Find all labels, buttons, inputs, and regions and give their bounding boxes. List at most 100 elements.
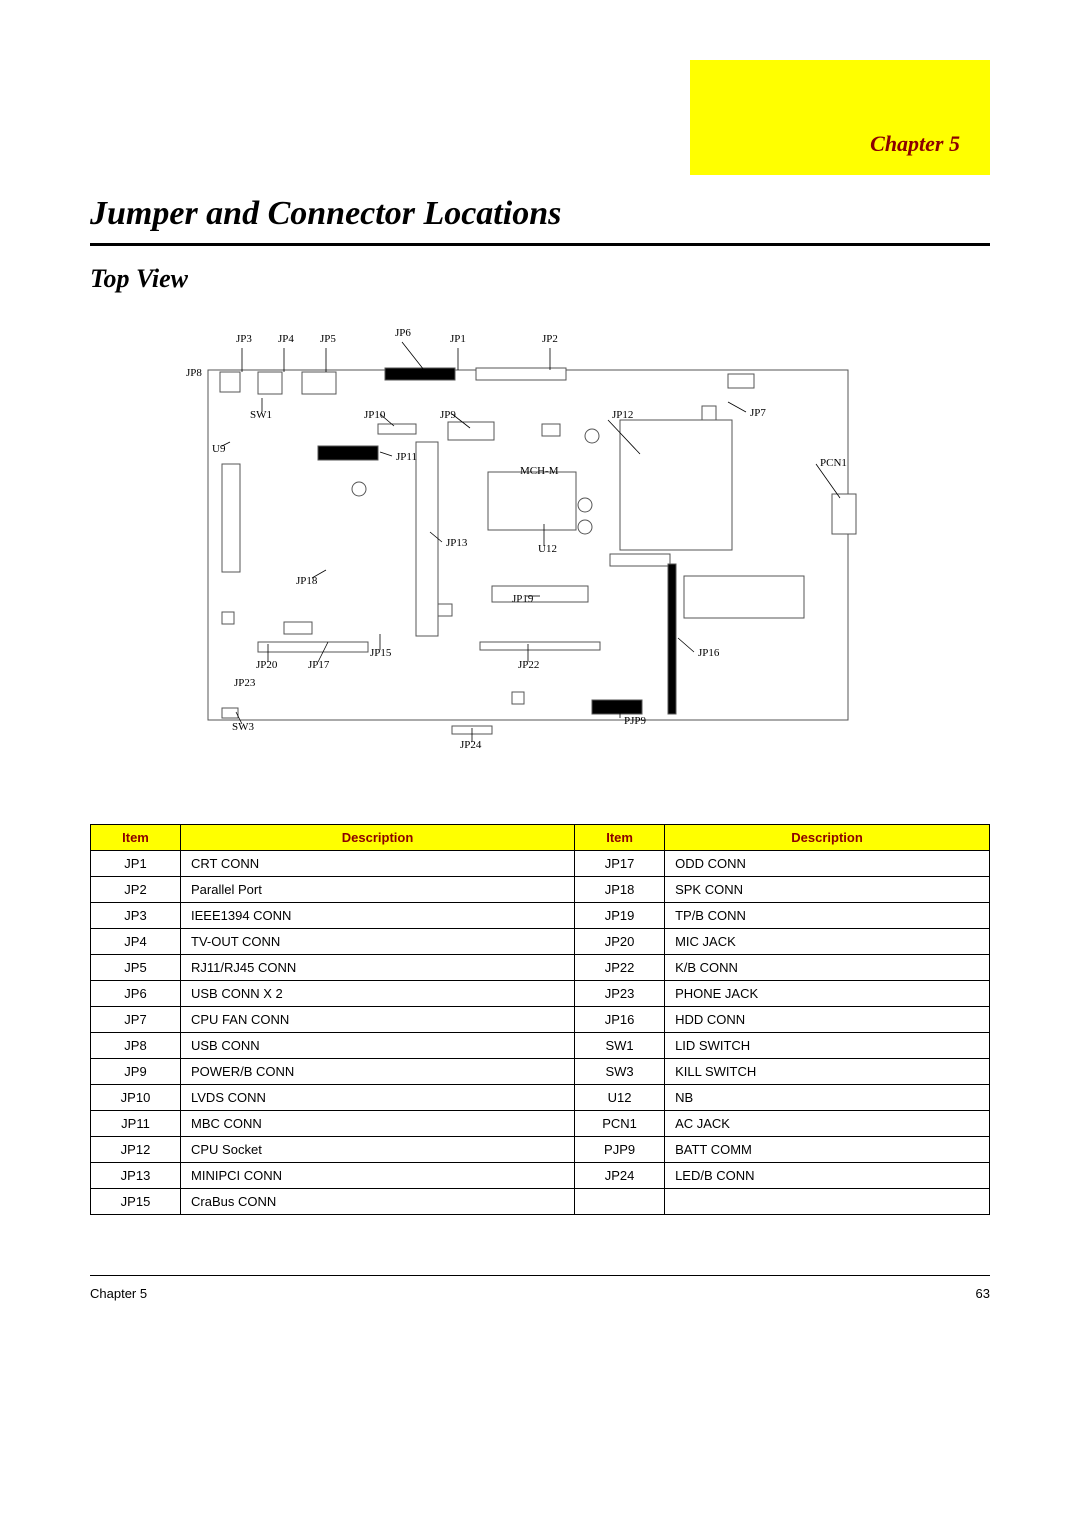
col-desc-1: Description xyxy=(181,825,575,851)
svg-text:JP24: JP24 xyxy=(460,739,482,751)
item-cell: JP9 xyxy=(91,1059,181,1085)
desc-cell: MINIPCI CONN xyxy=(181,1163,575,1189)
section-heading: Top View xyxy=(90,264,990,294)
svg-text:MCH-M: MCH-M xyxy=(520,465,559,477)
item-cell: JP13 xyxy=(91,1163,181,1189)
table-row: JP9POWER/B CONNSW3KILL SWITCH xyxy=(91,1059,990,1085)
item-cell: JP20 xyxy=(575,929,665,955)
desc-cell: ODD CONN xyxy=(665,851,990,877)
footer-right: 63 xyxy=(976,1286,990,1301)
svg-text:JP13: JP13 xyxy=(446,537,468,549)
item-cell: JP6 xyxy=(91,981,181,1007)
table-row: JP2Parallel PortJP18SPK CONN xyxy=(91,877,990,903)
desc-cell: MBC CONN xyxy=(181,1111,575,1137)
svg-text:U9: U9 xyxy=(212,443,226,455)
table-row: JP7CPU FAN CONNJP16HDD CONN xyxy=(91,1007,990,1033)
desc-cell: CRT CONN xyxy=(181,851,575,877)
col-item-2: Item xyxy=(575,825,665,851)
svg-text:SW1: SW1 xyxy=(250,409,272,421)
svg-text:JP5: JP5 xyxy=(320,333,336,345)
desc-cell: TV-OUT CONN xyxy=(181,929,575,955)
svg-text:JP16: JP16 xyxy=(698,647,720,659)
table-row: JP3IEEE1394 CONNJP19TP/B CONN xyxy=(91,903,990,929)
item-cell: JP16 xyxy=(575,1007,665,1033)
svg-text:PCN1: PCN1 xyxy=(820,457,847,469)
desc-cell: TP/B CONN xyxy=(665,903,990,929)
item-cell: JP19 xyxy=(575,903,665,929)
svg-text:JP17: JP17 xyxy=(308,659,330,671)
svg-text:JP15: JP15 xyxy=(370,647,392,659)
desc-cell: USB CONN X 2 xyxy=(181,981,575,1007)
svg-text:JP23: JP23 xyxy=(234,677,256,689)
desc-cell: PHONE JACK xyxy=(665,981,990,1007)
col-desc-2: Description xyxy=(665,825,990,851)
desc-cell: LVDS CONN xyxy=(181,1085,575,1111)
desc-cell: NB xyxy=(665,1085,990,1111)
svg-text:JP1: JP1 xyxy=(450,333,466,345)
item-cell: JP11 xyxy=(91,1111,181,1137)
chapter-banner: Chapter 5 xyxy=(690,60,990,175)
item-cell: JP3 xyxy=(91,903,181,929)
svg-text:JP8: JP8 xyxy=(186,367,202,379)
table-row: JP6USB CONN X 2JP23PHONE JACK xyxy=(91,981,990,1007)
table-row: JP12CPU SocketPJP9BATT COMM xyxy=(91,1137,990,1163)
table-row: JP4TV-OUT CONNJP20MIC JACK xyxy=(91,929,990,955)
desc-cell: BATT COMM xyxy=(665,1137,990,1163)
table-row: JP8USB CONNSW1LID SWITCH xyxy=(91,1033,990,1059)
svg-text:U12: U12 xyxy=(538,543,557,555)
desc-cell: LID SWITCH xyxy=(665,1033,990,1059)
item-cell: PCN1 xyxy=(575,1111,665,1137)
item-cell: JP8 xyxy=(91,1033,181,1059)
item-cell: PJP9 xyxy=(575,1137,665,1163)
table-row: JP11MBC CONNPCN1AC JACK xyxy=(91,1111,990,1137)
item-cell: JP22 xyxy=(575,955,665,981)
item-cell: JP23 xyxy=(575,981,665,1007)
table-row: JP13MINIPCI CONNJP24LED/B CONN xyxy=(91,1163,990,1189)
desc-cell: CraBus CONN xyxy=(181,1189,575,1215)
svg-text:JP10: JP10 xyxy=(364,409,386,421)
desc-cell: USB CONN xyxy=(181,1033,575,1059)
item-cell: U12 xyxy=(575,1085,665,1111)
desc-cell: CPU Socket xyxy=(181,1137,575,1163)
svg-text:JP11: JP11 xyxy=(396,451,417,463)
desc-cell: AC JACK xyxy=(665,1111,990,1137)
svg-text:PJP9: PJP9 xyxy=(624,715,647,727)
desc-cell: Parallel Port xyxy=(181,877,575,903)
item-cell: JP2 xyxy=(91,877,181,903)
page-footer: Chapter 5 63 xyxy=(90,1275,990,1301)
svg-text:JP2: JP2 xyxy=(542,333,558,345)
svg-text:JP20: JP20 xyxy=(256,659,278,671)
connector-table: Item Description Item Description JP1CRT… xyxy=(90,824,990,1215)
table-row: JP10LVDS CONNU12NB xyxy=(91,1085,990,1111)
item-cell: JP12 xyxy=(91,1137,181,1163)
page-title: Jumper and Connector Locations xyxy=(90,195,990,233)
col-item-1: Item xyxy=(91,825,181,851)
item-cell: JP5 xyxy=(91,955,181,981)
svg-text:JP12: JP12 xyxy=(612,409,633,421)
desc-cell: CPU FAN CONN xyxy=(181,1007,575,1033)
svg-text:JP19: JP19 xyxy=(512,593,534,605)
desc-cell: SPK CONN xyxy=(665,877,990,903)
item-cell: JP1 xyxy=(91,851,181,877)
footer-left: Chapter 5 xyxy=(90,1286,147,1301)
desc-cell xyxy=(665,1189,990,1215)
svg-text:JP18: JP18 xyxy=(296,575,318,587)
item-cell xyxy=(575,1189,665,1215)
table-row: JP5RJ11/RJ45 CONNJP22K/B CONN xyxy=(91,955,990,981)
item-cell: JP4 xyxy=(91,929,181,955)
desc-cell: MIC JACK xyxy=(665,929,990,955)
desc-cell: POWER/B CONN xyxy=(181,1059,575,1085)
svg-text:JP4: JP4 xyxy=(278,333,294,345)
desc-cell: RJ11/RJ45 CONN xyxy=(181,955,575,981)
item-cell: JP18 xyxy=(575,877,665,903)
svg-text:JP9: JP9 xyxy=(440,409,456,421)
svg-text:JP6: JP6 xyxy=(395,327,411,339)
item-cell: JP15 xyxy=(91,1189,181,1215)
item-cell: JP10 xyxy=(91,1085,181,1111)
desc-cell: IEEE1394 CONN xyxy=(181,903,575,929)
svg-text:SW3: SW3 xyxy=(232,721,255,733)
item-cell: SW3 xyxy=(575,1059,665,1085)
chapter-label: Chapter 5 xyxy=(870,131,960,157)
item-cell: JP24 xyxy=(575,1163,665,1189)
divider xyxy=(90,243,990,246)
